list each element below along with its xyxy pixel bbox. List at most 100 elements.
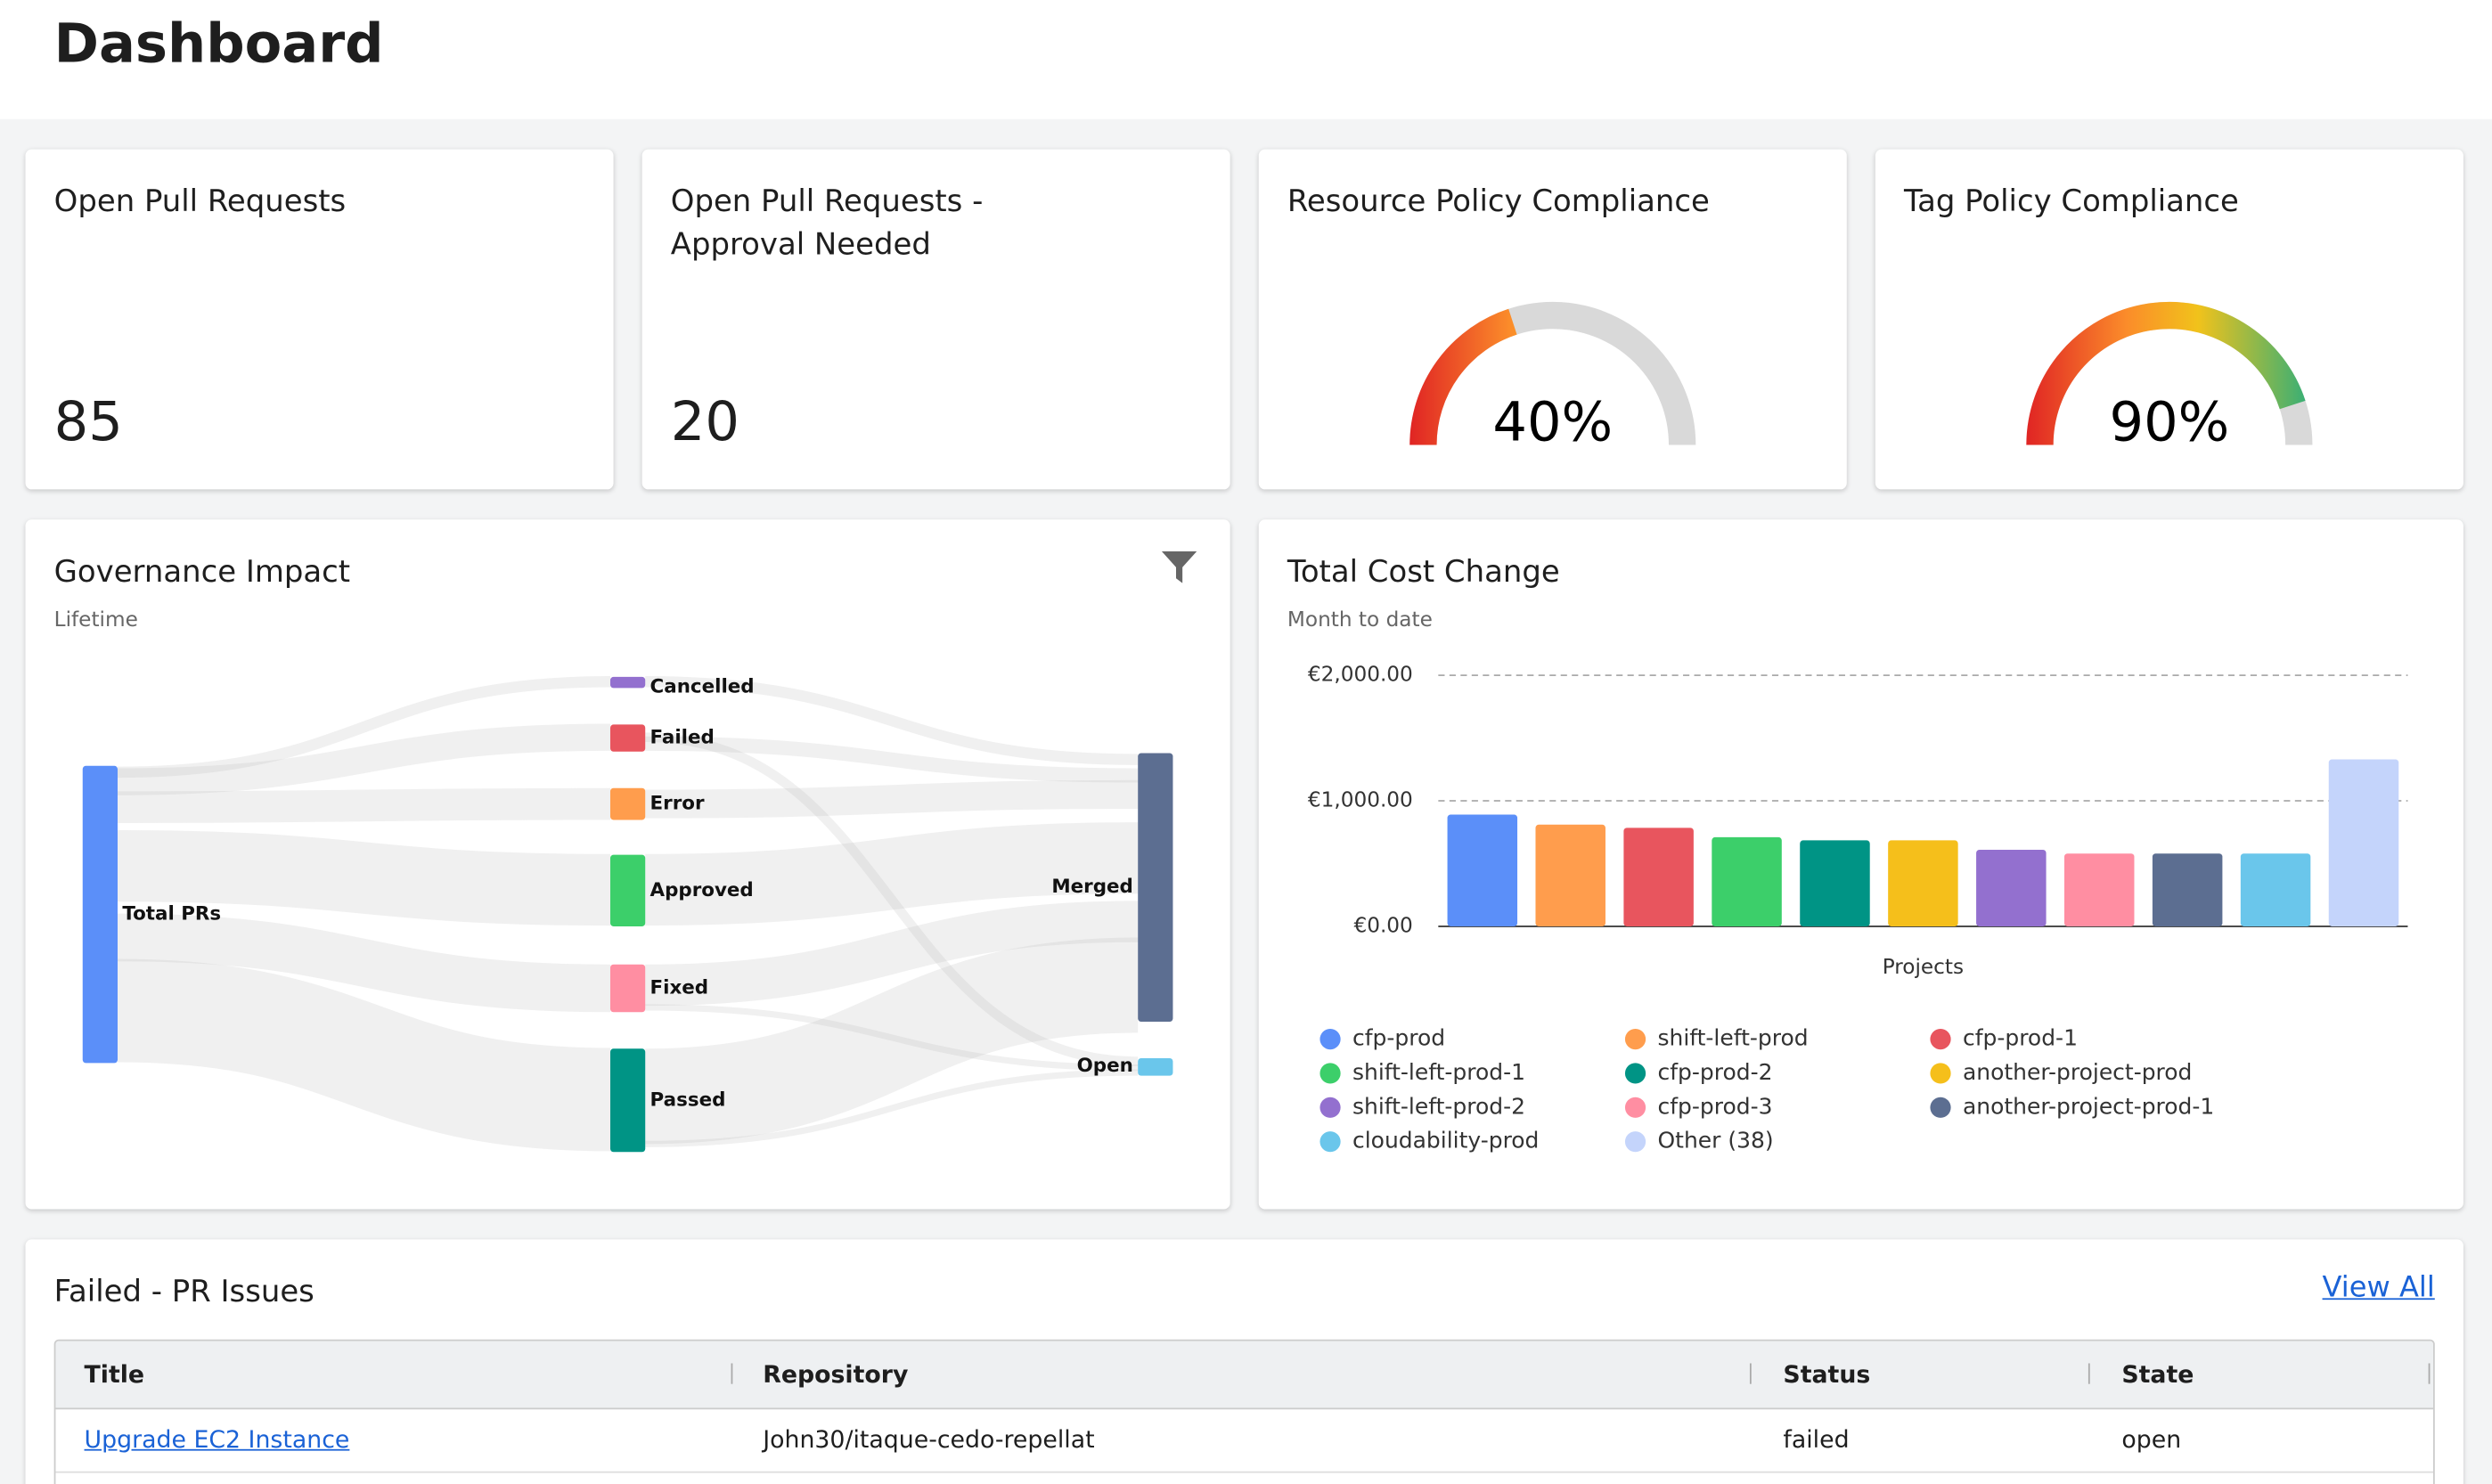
bar <box>1535 824 1606 926</box>
legend-label: shift-left-prod <box>1658 1025 1809 1051</box>
table-title: Failed - PR Issues <box>53 1274 315 1309</box>
sankey-node <box>609 964 646 1013</box>
card-title: Total Cost Change <box>1287 554 1560 590</box>
sankey-label: Fixed <box>650 977 709 999</box>
card-subtitle: Month to date <box>1287 608 1433 632</box>
kpi-title: Open Pull Requests - Approval Needed <box>670 183 984 263</box>
legend-label: cfp-prod-1 <box>1963 1025 2078 1051</box>
legend-label: cfp-prod-2 <box>1658 1059 1773 1085</box>
bar <box>1800 840 1870 926</box>
legend-swatch <box>1624 1063 1646 1084</box>
sankey-link <box>645 779 1139 819</box>
sankey-link <box>645 676 1139 765</box>
sankey-link <box>645 1004 1139 1072</box>
sankey-node <box>609 854 646 926</box>
header: Dashboard <box>0 0 2492 119</box>
column-separator <box>1749 1363 1752 1384</box>
column-header: Title <box>84 1359 145 1390</box>
sankey-link <box>645 1069 1139 1147</box>
bar <box>2240 853 2311 926</box>
legend-swatch <box>1320 1097 1341 1118</box>
sankey-link <box>117 676 610 779</box>
y-tick-label: €1,000.00 <box>1308 788 1413 812</box>
column-header: State <box>2121 1359 2194 1390</box>
legend-label: shift-left-prod-2 <box>1352 1093 1525 1119</box>
legend-label: cfp-prod-3 <box>1658 1093 1773 1119</box>
legend-swatch <box>1624 1029 1646 1050</box>
gauge-title: Tag Policy Compliance <box>1903 183 2239 220</box>
legend-label: another-project-prod <box>1963 1059 2192 1085</box>
table-cell: failed <box>1783 1425 1850 1455</box>
sankey-link <box>117 913 610 1013</box>
table-cell[interactable]: Upgrade EC2 Instance <box>84 1425 350 1455</box>
sankey-label: Error <box>650 793 705 815</box>
view-all-link[interactable]: View All <box>2322 1271 2435 1305</box>
page-title: Dashboard <box>53 12 384 77</box>
kpi-title: Open Pull Requests <box>53 183 347 220</box>
bar <box>1976 849 2047 926</box>
column-separator <box>2428 1363 2431 1384</box>
table-card: Failed - PR Issues View All Title Reposit… <box>25 1239 2463 1484</box>
sankey-node <box>609 724 646 752</box>
legend-swatch <box>1930 1097 1951 1118</box>
legend-swatch <box>1624 1131 1646 1153</box>
sankey-link <box>118 787 610 824</box>
table: Title Repository Status State Upgrade EC2 In… <box>53 1339 2435 1484</box>
sankey-link <box>117 723 610 795</box>
column-separator <box>2088 1363 2090 1384</box>
kpi-card: Open Pull Requests - Approval Needed 20 <box>641 149 1230 490</box>
kpi-value: 85 <box>53 390 123 455</box>
kpi-card: Open Pull Requests 85 <box>25 149 614 490</box>
sankey-label: Failed <box>650 727 715 749</box>
sankey-link <box>645 732 1139 1066</box>
table-cell: John30/itaque-cedo-repellat <box>763 1425 1095 1455</box>
sankey-label: Total PRs <box>122 903 221 925</box>
bar <box>2328 759 2399 926</box>
column-header: Status <box>1783 1359 1871 1390</box>
legend-swatch <box>1320 1029 1341 1050</box>
card-title: Governance Impact <box>53 554 351 590</box>
column-separator <box>731 1363 733 1384</box>
sankey-node <box>82 765 118 1064</box>
sankey-link <box>645 901 1139 1007</box>
kpi-value: 20 <box>670 390 739 455</box>
sankey-label: Cancelled <box>650 675 755 697</box>
legend-swatch <box>1930 1063 1951 1084</box>
sankey-link <box>645 736 1139 783</box>
sankey-label: Open <box>1077 1055 1133 1077</box>
sankey-label: Approved <box>650 879 754 901</box>
bar <box>1623 828 1694 926</box>
gauge-label: 40% <box>1492 392 1613 454</box>
bar <box>1888 840 1958 926</box>
bar <box>2063 853 2135 926</box>
legend-label: Other (38) <box>1658 1128 1774 1154</box>
sankey-link <box>117 958 611 1152</box>
bar <box>1712 836 1782 926</box>
sankey-node <box>1138 753 1173 1022</box>
card-subtitle: Lifetime <box>53 608 138 632</box>
sankey-node <box>1138 1058 1173 1076</box>
column-header: Repository <box>763 1359 909 1390</box>
legend-swatch <box>1320 1131 1341 1153</box>
gauge-title: Resource Policy Compliance <box>1287 183 1710 220</box>
sankey-link <box>645 822 1139 926</box>
row-divider <box>55 1471 2433 1473</box>
legend-label: shift-left-prod-1 <box>1352 1059 1525 1085</box>
x-axis-label: Projects <box>1883 955 1964 979</box>
bar <box>2152 853 2223 926</box>
sankey-label: Passed <box>650 1089 726 1111</box>
gauge-arc <box>1409 308 1517 445</box>
table-header <box>55 1341 2433 1410</box>
sankey-node <box>609 676 646 689</box>
bar <box>1447 814 1518 926</box>
legend-swatch <box>1930 1029 1951 1050</box>
y-tick-label: €0.00 <box>1353 913 1412 937</box>
legend-label: cfp-prod <box>1352 1025 1445 1051</box>
filter-icon[interactable] <box>1160 548 1198 586</box>
legend-label: cloudability-prod <box>1352 1128 1539 1154</box>
sankey-link <box>117 830 610 926</box>
legend-swatch <box>1624 1097 1646 1118</box>
